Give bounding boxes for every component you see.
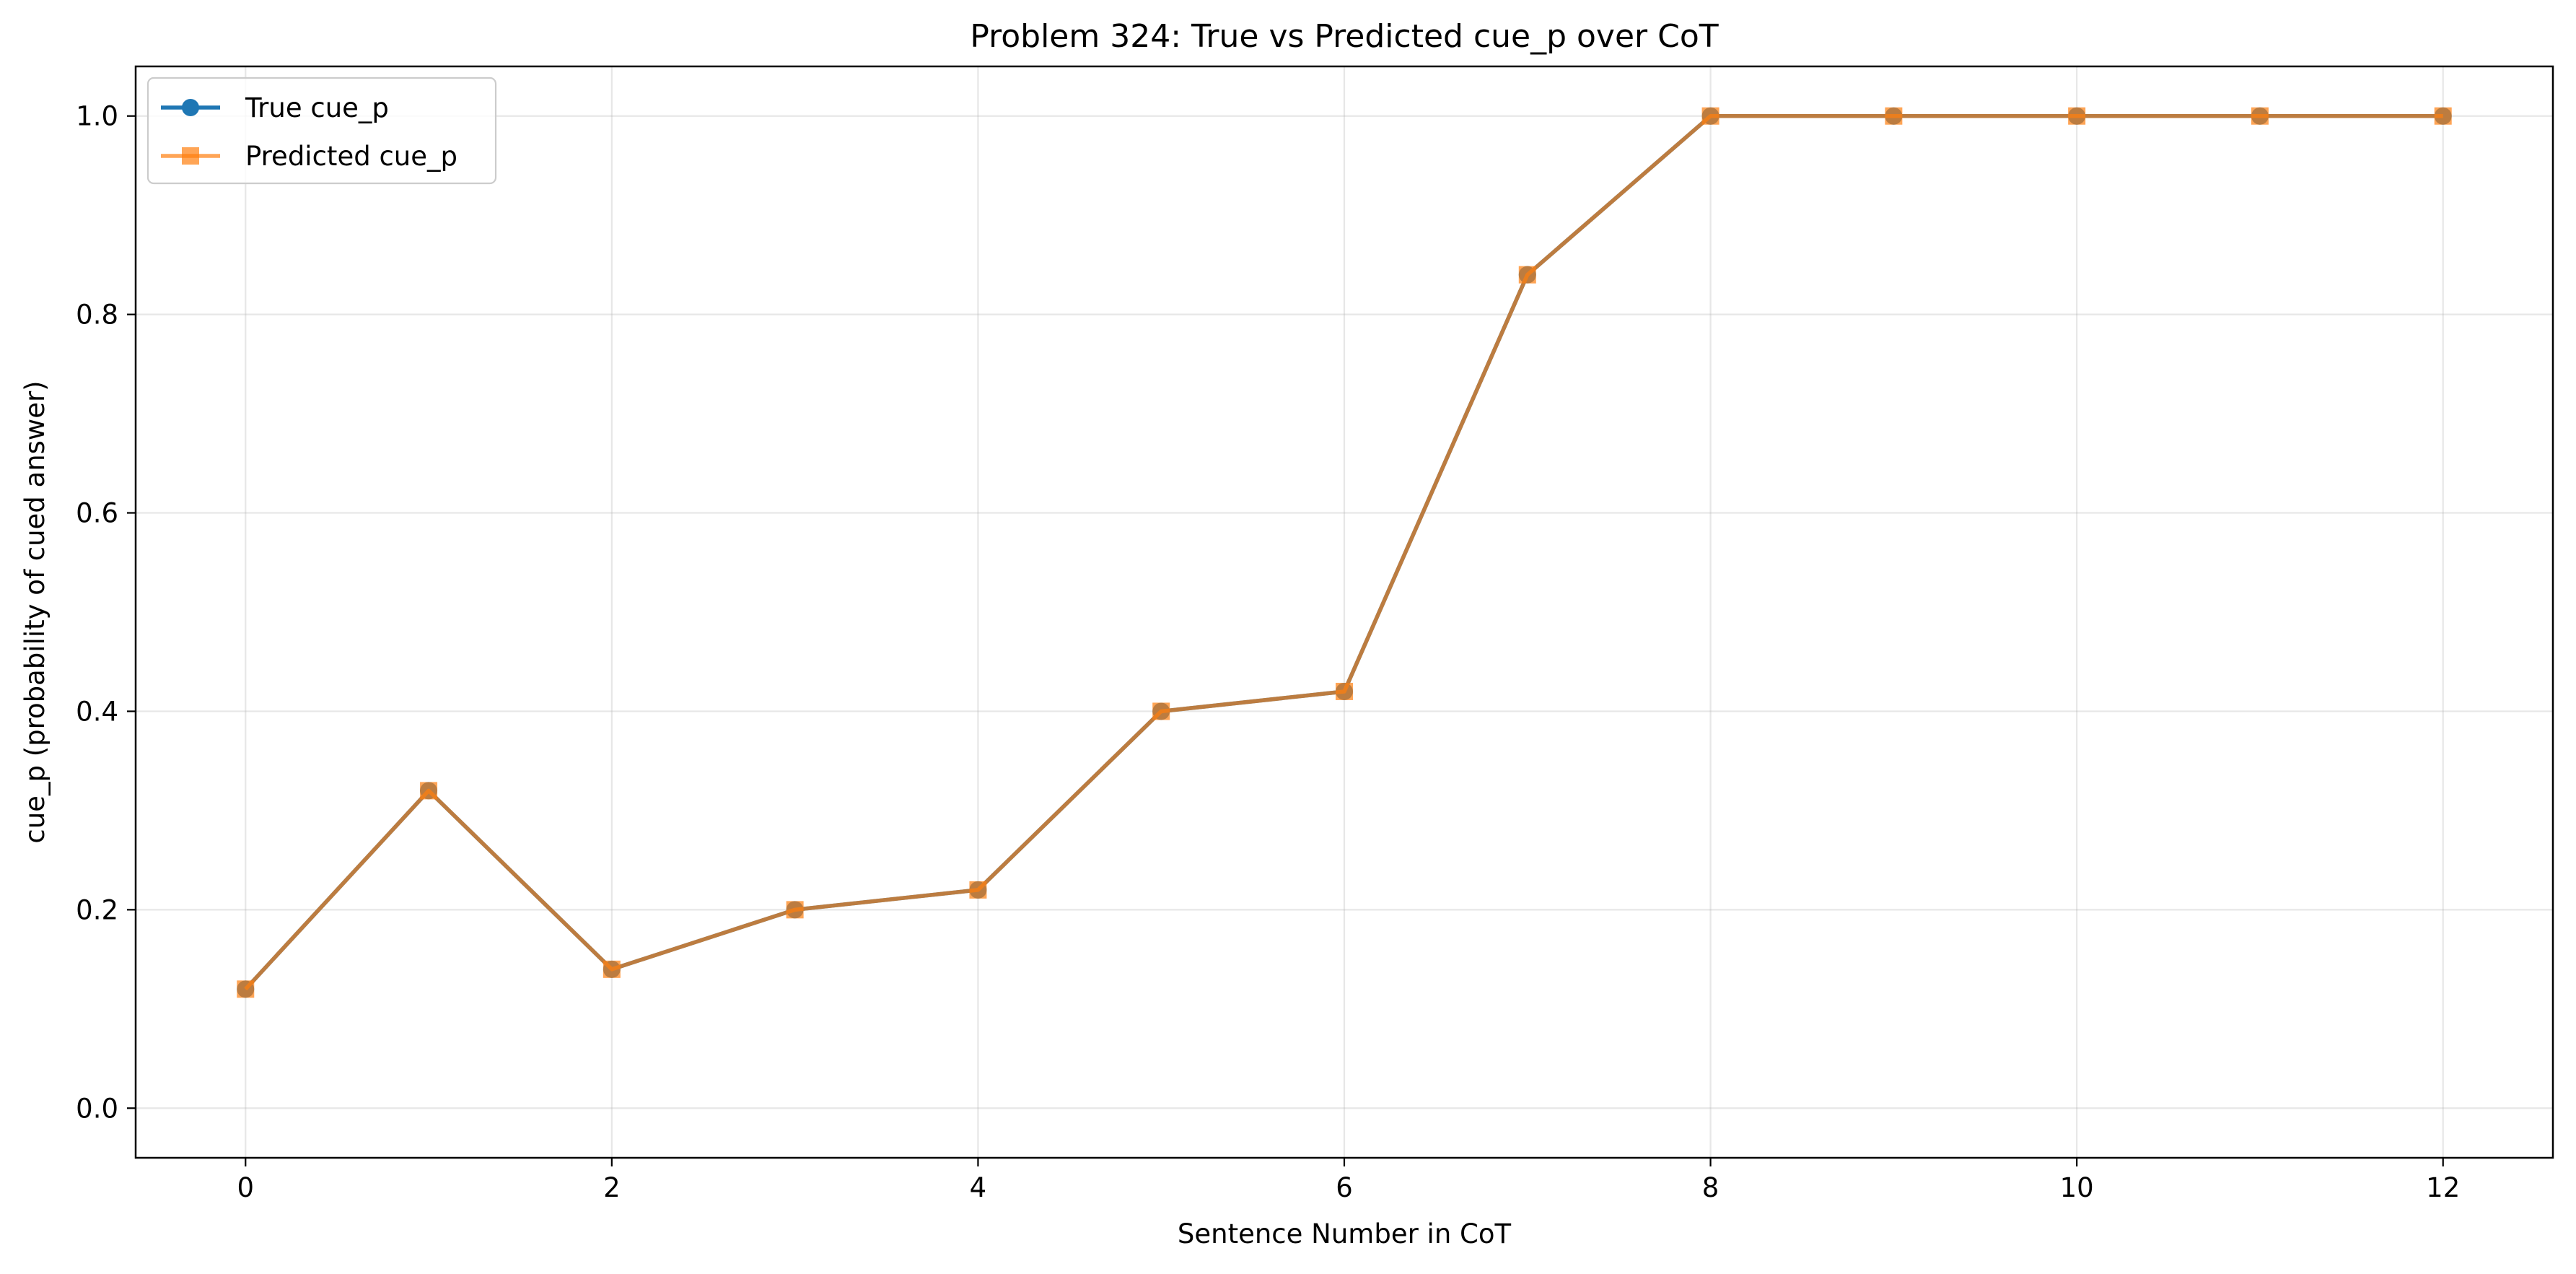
- legend-item: True cue_p: [161, 92, 389, 123]
- legend-box: [146, 77, 497, 185]
- legend-label: Predicted cue_p: [245, 141, 457, 172]
- data-point: [1518, 266, 1536, 284]
- x-tick-label: 2: [603, 1172, 621, 1203]
- legend-item: Predicted cue_p: [161, 141, 457, 172]
- legend-label: True cue_p: [245, 92, 389, 123]
- data-point: [603, 960, 621, 978]
- y-tick-label: 0.8: [76, 300, 118, 331]
- series-predicted-cue-p: [237, 107, 2452, 998]
- y-tick-label: 1.0: [76, 101, 118, 132]
- data-point: [420, 782, 438, 800]
- x-tick-label: 10: [2060, 1172, 2094, 1203]
- legend-marker: [182, 99, 199, 116]
- data-point: [1885, 107, 1903, 125]
- chart-title: Problem 324: True vs Predicted cue_p ove…: [970, 18, 1718, 55]
- y-tick-label: 0.2: [76, 894, 118, 925]
- y-axis-label: cue_p (probability of cued answer): [19, 380, 51, 843]
- legend-marker: [182, 147, 199, 165]
- x-axis: 0 2 4 6 8 10 12: [237, 1158, 2460, 1203]
- data-point: [1701, 107, 1719, 125]
- x-tick-label: 8: [1702, 1172, 1719, 1203]
- x-tick-label: 4: [970, 1172, 987, 1203]
- y-axis: 0.0 0.2 0.4 0.6 0.8 1.0: [76, 101, 136, 1124]
- data-point: [237, 980, 255, 998]
- data-point: [1152, 702, 1170, 720]
- data-point: [2251, 107, 2269, 125]
- series-layer: [237, 107, 2452, 998]
- x-tick-label: 0: [237, 1172, 254, 1203]
- data-point: [2068, 107, 2086, 125]
- y-tick-label: 0.0: [76, 1093, 118, 1124]
- data-point: [1336, 682, 1353, 700]
- y-tick-label: 0.6: [76, 498, 118, 529]
- y-tick-label: 0.4: [76, 696, 118, 727]
- x-tick-label: 6: [1336, 1172, 1353, 1203]
- x-tick-label: 12: [2426, 1172, 2460, 1203]
- data-point: [969, 881, 987, 899]
- data-point: [2434, 107, 2452, 125]
- legend: True cue_p Predicted cue_p: [146, 77, 497, 185]
- x-axis-label: Sentence Number in CoT: [1178, 1218, 1512, 1249]
- data-point: [786, 901, 804, 919]
